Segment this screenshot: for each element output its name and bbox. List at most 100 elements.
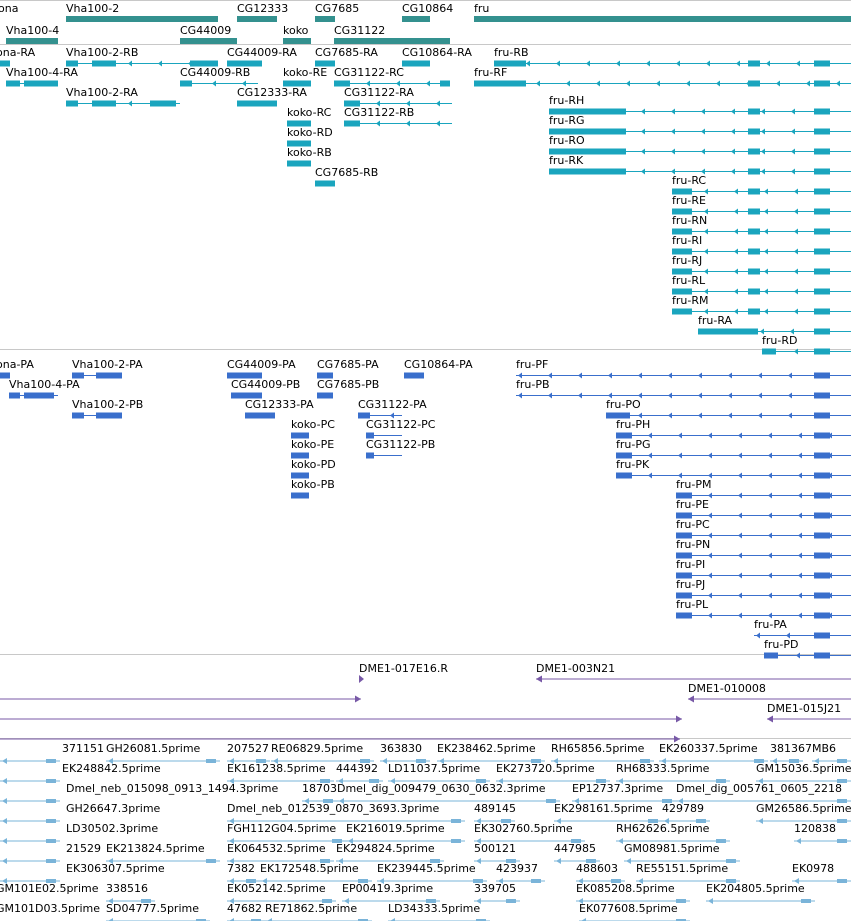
mrna-feature[interactable]: fru-RN xyxy=(672,214,851,235)
protein-feature[interactable]: fru-PI xyxy=(676,558,851,579)
est-feature[interactable]: Dmel_dig_005761_0605_2218 xyxy=(676,782,851,804)
est-feature[interactable]: FGH112G04.5prime xyxy=(227,822,346,844)
mrna-feature[interactable]: koko-RE xyxy=(283,66,327,87)
est-feature[interactable]: EK052142.5prime xyxy=(227,882,336,904)
protein-feature[interactable]: CG44009-PB xyxy=(231,378,300,399)
est-feature[interactable]: 47682 xyxy=(227,902,265,921)
mrna-feature[interactable]: fru-RC xyxy=(672,174,851,195)
clone-feature[interactable] xyxy=(0,695,361,703)
est-feature[interactable]: RH62626.5prime xyxy=(616,822,730,844)
mrna-feature[interactable]: fru-RG xyxy=(549,114,851,135)
gene-bar[interactable] xyxy=(66,16,218,22)
mrna-feature[interactable]: fru-RL xyxy=(672,274,851,295)
protein-feature[interactable]: fru-PL xyxy=(676,598,851,619)
mrna-feature[interactable]: fru-RI xyxy=(672,234,851,255)
gene-bar[interactable] xyxy=(334,38,450,44)
gene-feature[interactable]: CG10864 xyxy=(402,2,453,22)
mrna-feature[interactable]: fru-RF xyxy=(474,66,851,87)
est-feature[interactable]: EK306307.5prime xyxy=(0,862,165,884)
est-feature[interactable]: EK085208.5prime xyxy=(576,882,690,904)
est-feature[interactable]: SD04777.5prime xyxy=(106,902,210,921)
protein-feature[interactable]: fru-PC xyxy=(676,518,851,539)
est-feature[interactable]: LD30502.3prime xyxy=(0,822,158,844)
protein-feature[interactable]: koko-PD xyxy=(291,458,336,479)
est-feature[interactable]: 21529 xyxy=(0,842,101,864)
mrna-feature[interactable]: fru-RO xyxy=(549,134,851,155)
mrna-feature[interactable]: fru-RK xyxy=(549,154,851,175)
est-feature[interactable]: 18703 xyxy=(302,782,337,804)
est-feature[interactable]: 120838 xyxy=(794,822,851,844)
est-feature[interactable]: 363830 xyxy=(380,742,430,764)
mrna-feature[interactable]: CG44009-RB xyxy=(180,66,258,87)
mrna-feature[interactable]: fru-RD xyxy=(762,334,851,355)
gene-feature[interactable]: ona xyxy=(0,2,18,15)
protein-feature[interactable]: CG7685-PB xyxy=(317,378,379,399)
mrna-feature[interactable]: fru-RE xyxy=(672,194,851,215)
est-feature[interactable]: RH65856.5prime xyxy=(551,742,654,764)
est-feature[interactable]: EK216019.5prime xyxy=(346,822,465,844)
protein-feature[interactable]: CG12333-PA xyxy=(245,398,314,419)
mrna-feature[interactable]: koko-RB xyxy=(287,146,332,167)
protein-feature[interactable]: fru-PJ xyxy=(676,578,851,599)
est-feature[interactable]: 500121 xyxy=(474,842,520,864)
est-feature[interactable]: EK161238.5prime xyxy=(227,762,334,784)
est-feature[interactable]: EK294824.5prime xyxy=(336,842,444,864)
est-feature[interactable]: GH26647.3prime xyxy=(0,802,161,824)
gene-feature[interactable]: CG12333 xyxy=(237,2,288,22)
est-feature[interactable]: GM101D03.5prime xyxy=(0,902,100,915)
est-feature[interactable]: MB6 xyxy=(812,742,851,764)
protein-feature[interactable]: fru-PH xyxy=(616,418,851,439)
est-feature[interactable]: RE06829.5prime xyxy=(271,742,374,764)
est-feature[interactable]: EK064532.5prime xyxy=(227,842,334,864)
est-feature[interactable]: LD11037.5prime xyxy=(388,762,490,784)
est-feature[interactable]: Dmel_neb_015098_0913_1494.3prime xyxy=(0,782,278,804)
mrna-feature[interactable]: CG31122-RA xyxy=(344,86,452,107)
mrna-feature[interactable]: CG44009-RA xyxy=(227,46,297,67)
est-feature[interactable]: EK298161.5prime xyxy=(554,802,662,824)
clone-feature[interactable]: DME1-015J21 xyxy=(767,702,851,723)
clone-feature[interactable] xyxy=(0,715,682,723)
gene-feature[interactable]: CG31122 xyxy=(334,24,450,44)
protein-feature[interactable]: CG31122-PC xyxy=(366,418,436,439)
est-feature[interactable]: EK248842.5prime xyxy=(0,762,161,784)
mrna-feature[interactable]: fru-RJ xyxy=(672,254,851,275)
mrna-feature[interactable]: koko-RC xyxy=(287,106,332,127)
est-feature[interactable]: RE55151.5prime xyxy=(636,862,740,884)
gene-bar[interactable] xyxy=(180,38,237,44)
mrna-feature[interactable]: CG12333-RA xyxy=(237,86,307,107)
est-feature[interactable]: EP00419.3prime xyxy=(342,882,440,904)
est-feature[interactable]: GM26586.5prime xyxy=(756,802,851,824)
mrna-feature[interactable]: CG7685-RA xyxy=(315,46,378,67)
est-feature[interactable]: GH26081.5prime xyxy=(106,742,220,764)
protein-feature[interactable]: fru-PK xyxy=(616,458,851,479)
protein-feature[interactable]: CG44009-PA xyxy=(227,358,296,379)
est-feature[interactable]: EK273720.5prime xyxy=(496,762,610,784)
protein-feature[interactable]: ona-PA xyxy=(0,358,34,379)
gene-bar[interactable] xyxy=(402,16,430,22)
est-feature[interactable]: 381367 xyxy=(770,742,812,764)
mrna-feature[interactable]: CG10864-RA xyxy=(402,46,472,67)
protein-feature[interactable]: fru-PD xyxy=(764,638,851,659)
mrna-feature[interactable]: CG7685-RB xyxy=(315,166,378,187)
est-feature[interactable]: EP12737.3prime xyxy=(572,782,676,804)
est-feature[interactable]: 207527 xyxy=(227,742,270,764)
gene-feature[interactable]: Vha100-2 xyxy=(66,2,218,22)
protein-feature[interactable]: fru-PM xyxy=(676,478,851,499)
clone-feature[interactable]: DME1-017E16.R xyxy=(359,662,448,683)
est-feature[interactable]: EK0978 xyxy=(792,862,851,884)
protein-feature[interactable]: fru-PF xyxy=(516,358,851,379)
gene-feature[interactable]: fru xyxy=(474,2,851,22)
est-feature[interactable]: EK077608.5prime xyxy=(579,902,690,921)
est-feature[interactable]: 488603 xyxy=(576,862,625,884)
est-feature[interactable]: EK260337.5prime xyxy=(659,742,768,764)
protein-feature[interactable]: fru-PO xyxy=(606,398,851,419)
est-feature[interactable]: GM101E02.5prime xyxy=(0,882,99,895)
protein-feature[interactable]: Vha100-2-PB xyxy=(72,398,143,419)
est-feature[interactable]: GM08981.5prime xyxy=(624,842,740,864)
protein-feature[interactable]: Vha100-2-PA xyxy=(72,358,143,379)
gene-bar[interactable] xyxy=(283,38,311,44)
mrna-feature[interactable]: fru-RH xyxy=(549,94,851,115)
est-feature[interactable]: RH68333.5prime xyxy=(616,762,730,784)
